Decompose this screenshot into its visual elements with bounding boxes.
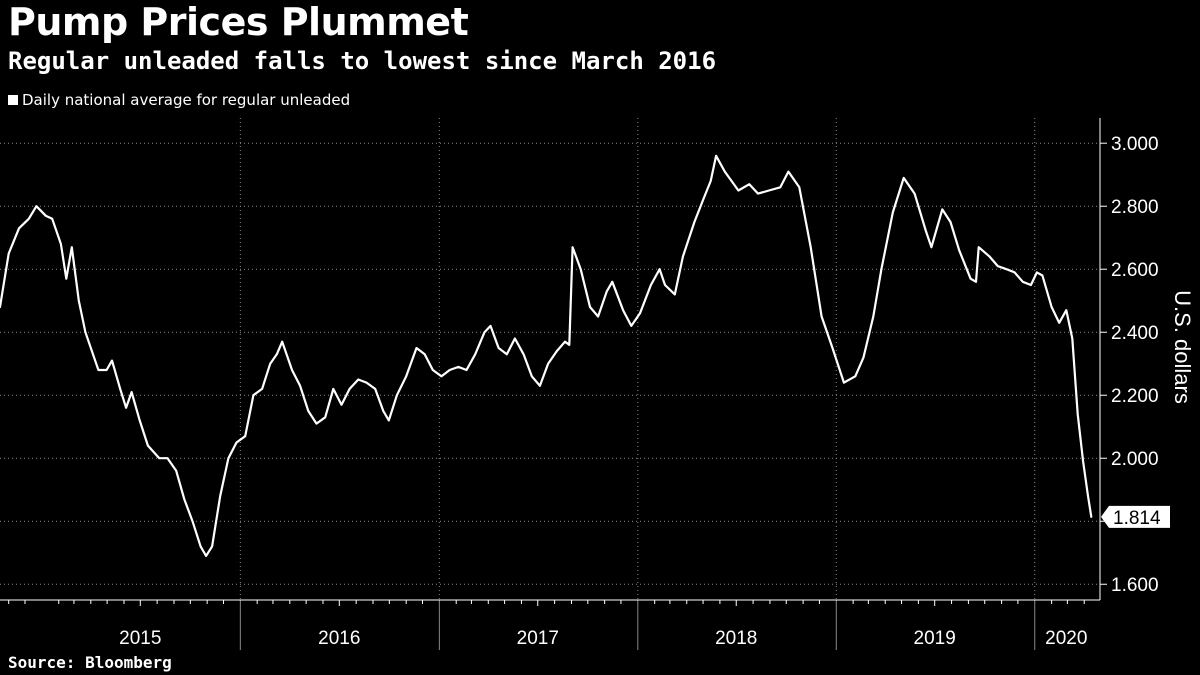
last-value-label: 1.814 [1113,508,1161,529]
x-tick-label: 2016 [318,628,360,649]
y-tick-label: 2.200 [1111,386,1159,407]
x-tick-label: 2018 [715,628,757,649]
series-line [0,154,1093,557]
y-tick-label: 1.600 [1111,575,1159,596]
x-tick-label: 2020 [1045,628,1087,649]
legend-label: Daily national average for regular unlea… [22,91,351,109]
last-value-callout [1101,505,1170,528]
x-tick-label: 2017 [517,628,559,649]
source-note: Source: Bloomberg [8,653,172,672]
chart-subtitle: Regular unleaded falls to lowest since M… [8,47,717,75]
y-tick-label: 2.800 [1111,197,1159,218]
chart-title: Pump Prices Plummet [8,0,469,44]
x-tick-label: 2019 [914,628,956,649]
grid [0,118,1100,600]
y-axis-title: U.S. dollars [1170,290,1195,404]
legend-swatch [8,95,18,105]
legend: Daily national average for regular unlea… [8,91,350,109]
y-tick-label: 3.000 [1111,134,1159,155]
y-tick-label: 2.600 [1111,260,1159,281]
y-tick-label: 2.400 [1111,323,1159,344]
x-tick-label: 2015 [119,628,161,649]
axes [0,118,1107,650]
y-tick-label: 2.000 [1111,449,1159,470]
series-layer [0,154,1093,557]
labels: 1.600 2.000 2.200 2.400 2.600 2.800 3.000 2015 2… [119,134,1195,649]
